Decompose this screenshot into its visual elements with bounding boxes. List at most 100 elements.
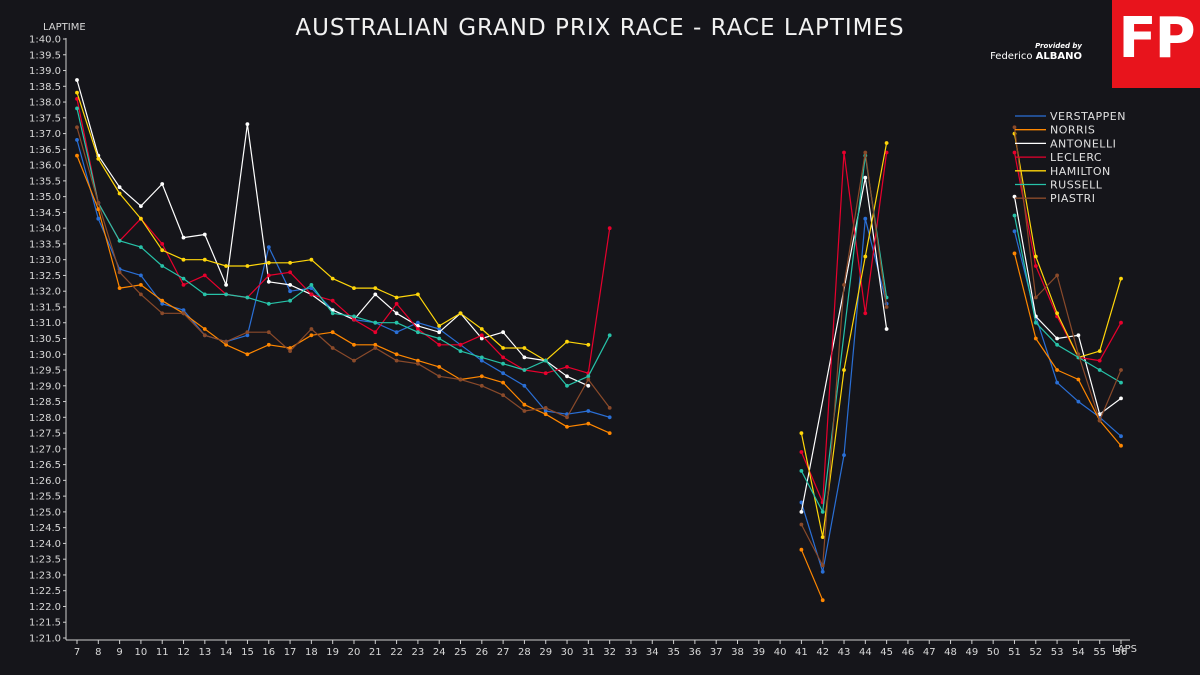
x-tick-label: 31 [582,647,595,658]
data-point-hamilton [479,327,484,331]
data-point-verstappen [799,500,804,505]
y-tick-label: 1:30.5 [29,334,61,345]
y-tick-label: 1:37.0 [29,129,61,140]
data-point-hamilton [1119,276,1123,281]
data-point-russell [181,276,186,281]
data-point-russell [245,295,250,300]
credit-last-name: ALBANO [1035,51,1082,62]
data-point-russell [266,301,271,306]
data-point-piastri [224,339,229,344]
data-point-piastri [437,374,442,379]
y-tick-label: 1:31.0 [29,318,61,329]
data-point-piastri [842,283,846,287]
series-line-antonelli [800,177,888,513]
x-tick-label: 8 [95,647,101,658]
series-line-hamilton [800,142,888,538]
y-ticks: 1:21.0 1:21.5 1:22.0 1:22.5 1:23.0 1:23.5 1:24… [29,35,66,645]
data-point-norris [330,330,335,335]
data-point-leclerc [863,311,868,316]
data-point-hamilton [117,191,122,196]
x-tick-label: 49 [965,647,978,658]
data-point-antonelli [884,327,889,331]
data-point-verstappen [501,371,505,376]
x-tick-label: 42 [816,647,829,658]
data-point-piastri [75,125,79,130]
x-tick-label: 45 [880,647,893,658]
series-line-hamilton [76,92,589,362]
data-point-leclerc [181,283,186,287]
data-point-verstappen [437,327,442,331]
data-point-leclerc [607,226,612,231]
data-point-norris [75,153,79,158]
y-tick-label: 1:24.5 [29,523,61,534]
data-point-piastri [479,383,484,388]
series-line-leclerc [1013,152,1122,362]
data-point-russell [437,336,442,341]
x-tick-label: 21 [369,647,382,658]
data-point-hamilton [1055,311,1059,316]
data-point-norris [565,424,569,429]
data-point-hamilton [245,264,250,268]
data-point-leclerc [394,301,399,306]
data-point-norris [1012,251,1017,256]
series-line-leclerc [76,98,611,374]
series-line-norris [800,549,824,601]
data-point-hamilton [842,368,846,372]
legend-label-leclerc: LECLERC [1050,151,1102,164]
x-tick-label: 10 [135,647,148,658]
data-point-russell [75,106,79,111]
y-tick-label: 1:27.0 [29,444,61,455]
data-point-piastri [373,346,378,350]
x-tick-label: 56 [1115,647,1128,658]
x-tick-label: 13 [198,647,211,658]
data-point-leclerc [373,330,378,335]
data-point-hamilton [394,295,399,300]
x-tick-label: 24 [433,647,446,658]
data-point-piastri [586,377,591,382]
data-point-piastri [884,305,889,309]
x-tick-label: 44 [859,647,872,658]
data-point-norris [266,342,271,347]
y-tick-label: 1:30.0 [29,350,61,361]
series-line-norris [76,155,610,434]
data-point-russell [309,283,314,287]
data-point-antonelli [117,185,122,190]
data-point-antonelli [288,283,292,287]
data-point-norris [820,598,825,603]
data-point-piastri [266,330,271,335]
data-point-russell [1055,342,1059,347]
y-tick-label: 1:28.5 [29,397,61,408]
data-point-verstappen [160,301,165,306]
data-point-russell [1119,380,1123,385]
y-tick-label: 1:23.0 [29,570,61,581]
x-tick-label: 52 [1029,647,1042,658]
legend-label-piastri: PIASTRI [1050,192,1096,205]
data-point-leclerc [799,450,804,454]
x-tick-label: 36 [689,647,702,658]
series-norris [75,153,1123,603]
data-point-leclerc [202,273,207,278]
y-tick-label: 1:40.0 [29,35,61,46]
y-tick-label: 1:26.0 [29,476,61,487]
y-tick-label: 1:25.0 [29,507,61,518]
data-point-piastri [288,349,292,353]
x-tick-label: 22 [390,647,403,658]
data-point-leclerc [479,333,484,338]
y-tick-label: 1:35.0 [29,192,61,203]
data-point-antonelli [1076,333,1081,338]
y-tick-label: 1:34.5 [29,208,61,219]
data-point-hamilton [266,260,271,265]
data-point-russell [543,358,548,363]
data-point-hamilton [820,535,825,539]
data-point-verstappen [1119,434,1123,439]
data-point-norris [373,342,378,347]
legend-label-norris: NORRIS [1050,124,1095,137]
fp-logo-text: FP [1118,6,1195,71]
legend-label-antonelli: ANTONELLI [1050,137,1116,150]
data-point-russell [352,314,356,319]
data-point-piastri [1012,125,1017,130]
data-point-hamilton [373,286,378,290]
data-point-piastri [607,406,612,410]
data-point-hamilton [75,90,79,95]
data-point-verstappen [1076,399,1081,404]
